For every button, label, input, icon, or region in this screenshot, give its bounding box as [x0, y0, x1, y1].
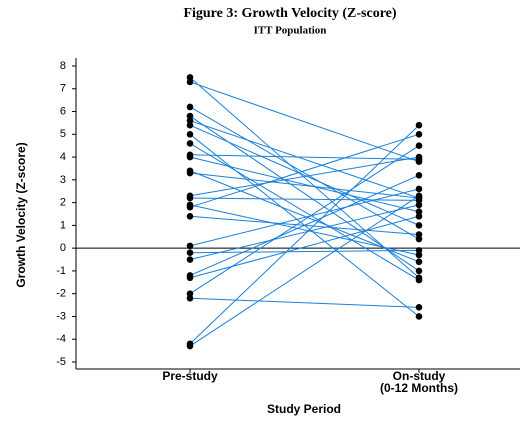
- point: [186, 203, 194, 211]
- pair-line: [189, 204, 420, 261]
- pair-line: [189, 120, 420, 199]
- point: [186, 194, 194, 202]
- point: [186, 78, 194, 86]
- point: [415, 276, 423, 284]
- x-tick-label: Pre-study: [162, 369, 218, 383]
- y-tick-label: 4: [60, 151, 66, 163]
- point: [186, 294, 194, 302]
- point: [415, 258, 423, 266]
- point: [415, 247, 423, 254]
- point: [415, 121, 423, 129]
- point: [415, 153, 423, 161]
- y-tick-label: -1: [56, 265, 66, 277]
- point: [415, 251, 423, 259]
- pair-line: [189, 145, 420, 295]
- pair-line: [189, 106, 420, 240]
- x-axis-label: Study Period: [267, 402, 341, 416]
- point: [415, 131, 423, 138]
- y-tick-label: 5: [60, 128, 66, 140]
- pair-line: [189, 172, 420, 199]
- pair-line: [189, 133, 420, 208]
- y-tick-label: 1: [60, 219, 66, 231]
- point: [415, 304, 423, 311]
- point: [415, 231, 423, 238]
- point: [415, 313, 423, 320]
- point: [186, 74, 194, 81]
- y-tick-label: 7: [60, 83, 66, 95]
- point: [186, 256, 194, 263]
- y-tick-label: 8: [60, 60, 66, 72]
- y-tick-label: -3: [56, 310, 66, 322]
- y-tick-label: 2: [60, 197, 66, 209]
- point: [415, 171, 423, 179]
- point: [415, 185, 423, 193]
- point: [415, 208, 423, 216]
- point: [186, 140, 194, 147]
- point: [186, 342, 194, 350]
- point: [186, 169, 194, 177]
- point: [415, 235, 423, 243]
- pair-line: [189, 188, 420, 247]
- point: [186, 103, 194, 111]
- pair-line: [189, 124, 420, 226]
- pair-line: [189, 297, 420, 308]
- pair-line: [189, 77, 420, 279]
- pair-line: [189, 204, 420, 256]
- point: [186, 153, 194, 161]
- point: [186, 212, 194, 220]
- point: [415, 222, 423, 229]
- y-tick-label: 6: [60, 105, 66, 117]
- y-axis-label: Growth Velocity (Z-score): [14, 142, 28, 287]
- point: [415, 212, 423, 220]
- point: [415, 267, 423, 275]
- pair-line: [189, 156, 420, 197]
- pair-line: [189, 195, 420, 347]
- y-tick-label: -4: [56, 333, 66, 345]
- x-tick-label: (0-12 Months): [380, 381, 458, 395]
- pair-line: [189, 124, 420, 345]
- chart-title: Figure 3: Growth Velocity (Z-score): [183, 6, 396, 21]
- pair-line: [189, 197, 420, 201]
- point: [415, 197, 423, 204]
- pair-line: [189, 154, 420, 160]
- pair-line: [189, 142, 420, 281]
- point: [415, 201, 423, 209]
- point: [186, 242, 194, 250]
- pair-line: [189, 174, 420, 276]
- point: [415, 142, 423, 149]
- point: [186, 131, 194, 138]
- point: [186, 290, 194, 297]
- point: [186, 121, 194, 129]
- pair-line: [189, 249, 420, 254]
- point: [186, 117, 194, 124]
- pair-line: [189, 215, 420, 279]
- y-tick-label: 0: [60, 242, 66, 254]
- y-tick-label: -5: [56, 356, 66, 368]
- pair-line: [189, 156, 420, 213]
- x-tick-label: On-study: [393, 369, 446, 383]
- point: [415, 192, 423, 200]
- chart-subtitle: ITT Population: [254, 25, 327, 37]
- point: [186, 249, 194, 257]
- point: [186, 112, 194, 120]
- y-tick-label: 3: [60, 174, 66, 186]
- pair-line: [189, 81, 420, 163]
- y-tick-label: -2: [56, 288, 66, 300]
- point: [186, 274, 194, 282]
